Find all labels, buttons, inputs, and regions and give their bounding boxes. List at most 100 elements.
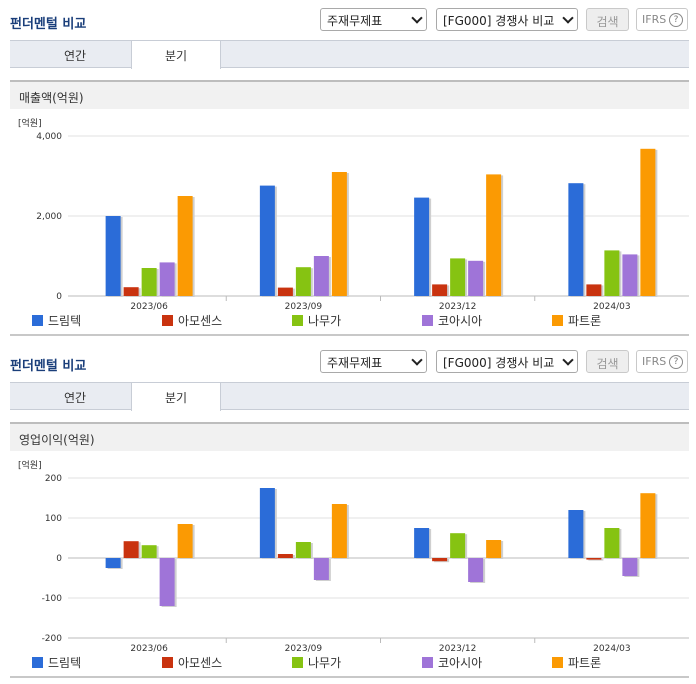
legend-swatch [552, 657, 563, 668]
legend-swatch [422, 315, 433, 326]
bar-1-2[interactable] [432, 558, 448, 562]
bar-4-2[interactable] [486, 174, 502, 296]
bar-4-3[interactable] [640, 148, 656, 296]
bar-0-2[interactable] [414, 528, 430, 558]
bar-3-0[interactable] [159, 558, 175, 606]
bar-4-1[interactable] [331, 504, 347, 558]
bar-0-0[interactable] [105, 558, 121, 568]
bar-1-3[interactable] [586, 558, 602, 560]
legend-item[interactable]: 아모센스 [162, 654, 222, 671]
bar-1-2[interactable] [432, 284, 448, 296]
bar-2-1[interactable] [295, 542, 311, 558]
legend-item[interactable]: 코아시아 [422, 312, 482, 329]
ifrs-label: IFRS [642, 13, 667, 26]
group-select-value: [FG000] 경쟁사 비교 [443, 356, 555, 370]
search-button[interactable]: 검색 [586, 350, 629, 373]
x-tick-label: 2024/03 [593, 644, 630, 654]
sales-bar-chart: [억원] 0 2,000 4,000 2023/06 2023/09 2023/12 2024… [18, 117, 689, 312]
bar-3-1[interactable] [313, 558, 329, 580]
legend-label: 코아시아 [438, 656, 483, 670]
ifrs-button[interactable]: IFRS ? [636, 8, 688, 31]
x-tick-label: 2023/06 [130, 302, 168, 312]
panel-toolbar: 펀더멘털 비교 주재무제표 [FG000] 경쟁사 비교 검색 IFRS ? [0, 0, 696, 40]
chart-legend: 드림텍 아모센스 나무가 코아시아 파트론 [10, 312, 689, 330]
bar-3-2[interactable] [468, 260, 484, 296]
x-tick-label: 2023/12 [439, 644, 476, 654]
legend-swatch [292, 315, 303, 326]
operating-profit-bar-chart: [억원] -200 -100 0 100 200 2023/06 2023/09 2023/12… [18, 459, 689, 654]
chevron-down-icon [562, 354, 574, 366]
legend-item[interactable]: 코아시아 [422, 654, 482, 671]
panel-title: 펀더멘털 비교 [10, 17, 87, 32]
bar-2-1[interactable] [295, 267, 311, 296]
statement-select[interactable]: 주재무제표 [320, 8, 427, 31]
bar-1-0[interactable] [123, 287, 139, 296]
bar-1-3[interactable] [586, 284, 602, 296]
bar-2-0[interactable] [141, 545, 157, 558]
legend-item[interactable]: 아모센스 [162, 312, 222, 329]
bar-4-0[interactable] [177, 196, 193, 296]
y-tick-label: -100 [42, 594, 63, 604]
bar-3-2[interactable] [468, 558, 484, 582]
bar-0-3[interactable] [568, 183, 584, 296]
bar-0-2[interactable] [414, 197, 430, 296]
chevron-down-icon [411, 354, 423, 366]
bar-4-3[interactable] [640, 493, 656, 558]
bar-2-3[interactable] [604, 528, 620, 558]
legend-item[interactable]: 드림텍 [32, 312, 81, 329]
y-tick-label: 4,000 [36, 132, 62, 142]
y-tick-label: 200 [45, 474, 62, 484]
tab-annual[interactable]: 연간 [63, 49, 87, 63]
legend-item[interactable]: 드림텍 [32, 654, 81, 671]
bar-4-2[interactable] [486, 540, 502, 558]
bar-0-1[interactable] [259, 488, 275, 558]
group-select[interactable]: [FG000] 경쟁사 비교 [436, 8, 578, 31]
x-tick-label: 2023/09 [285, 644, 323, 654]
statement-select[interactable]: 주재무제표 [320, 350, 427, 373]
x-tick-label: 2023/06 [130, 644, 168, 654]
bar-3-1[interactable] [313, 256, 329, 296]
bar-0-0[interactable] [105, 216, 121, 296]
legend-item[interactable]: 파트론 [552, 654, 601, 671]
bar-3-0[interactable] [159, 262, 175, 296]
y-tick-label: 0 [56, 554, 62, 564]
bar-2-0[interactable] [141, 268, 157, 296]
tab-quarterly[interactable]: 분기 [131, 383, 221, 411]
legend-swatch [162, 315, 173, 326]
bar-0-3[interactable] [568, 510, 584, 558]
y-unit-label: [억원] [18, 459, 42, 471]
bar-2-2[interactable] [450, 533, 466, 558]
legend-swatch [32, 657, 43, 668]
legend-item[interactable]: 나무가 [292, 654, 341, 671]
legend-item[interactable]: 파트론 [552, 312, 601, 329]
y-tick-label: 2,000 [36, 212, 62, 222]
bar-4-0[interactable] [177, 524, 193, 558]
bar-4-1[interactable] [331, 172, 347, 296]
ifrs-button[interactable]: IFRS ? [636, 350, 688, 373]
tab-quarterly[interactable]: 분기 [131, 41, 221, 69]
panel-divider [10, 676, 689, 678]
bar-0-1[interactable] [259, 185, 275, 296]
help-circle-icon[interactable]: ? [669, 355, 683, 369]
help-circle-icon[interactable]: ? [669, 13, 683, 27]
bar-3-3[interactable] [622, 254, 638, 296]
group-select[interactable]: [FG000] 경쟁사 비교 [436, 350, 578, 373]
bar-1-1[interactable] [277, 554, 293, 558]
bar-3-3[interactable] [622, 558, 638, 576]
tab-annual[interactable]: 연간 [63, 391, 87, 405]
legend-label: 아모센스 [178, 314, 223, 328]
period-tabs: 연간 분기 [10, 40, 689, 69]
statement-select-value: 주재무제표 [327, 14, 383, 28]
fundamental-panel-sales: 펀더멘털 비교 주재무제표 [FG000] 경쟁사 비교 검색 IFRS ? 연… [0, 0, 696, 336]
bar-1-1[interactable] [277, 287, 293, 296]
search-button[interactable]: 검색 [586, 8, 629, 31]
bar-1-0[interactable] [123, 541, 139, 558]
legend-swatch [162, 657, 173, 668]
statement-select-value: 주재무제표 [327, 356, 383, 370]
bar-2-3[interactable] [604, 250, 620, 296]
bar-2-2[interactable] [450, 258, 466, 296]
legend-item[interactable]: 나무가 [292, 312, 341, 329]
metric-label: 영업이익(억원) [19, 433, 95, 447]
panel-toolbar: 펀더멘털 비교 주재무제표 [FG000] 경쟁사 비교 검색 IFRS ? [0, 342, 696, 382]
bar-shadow [588, 559, 604, 561]
